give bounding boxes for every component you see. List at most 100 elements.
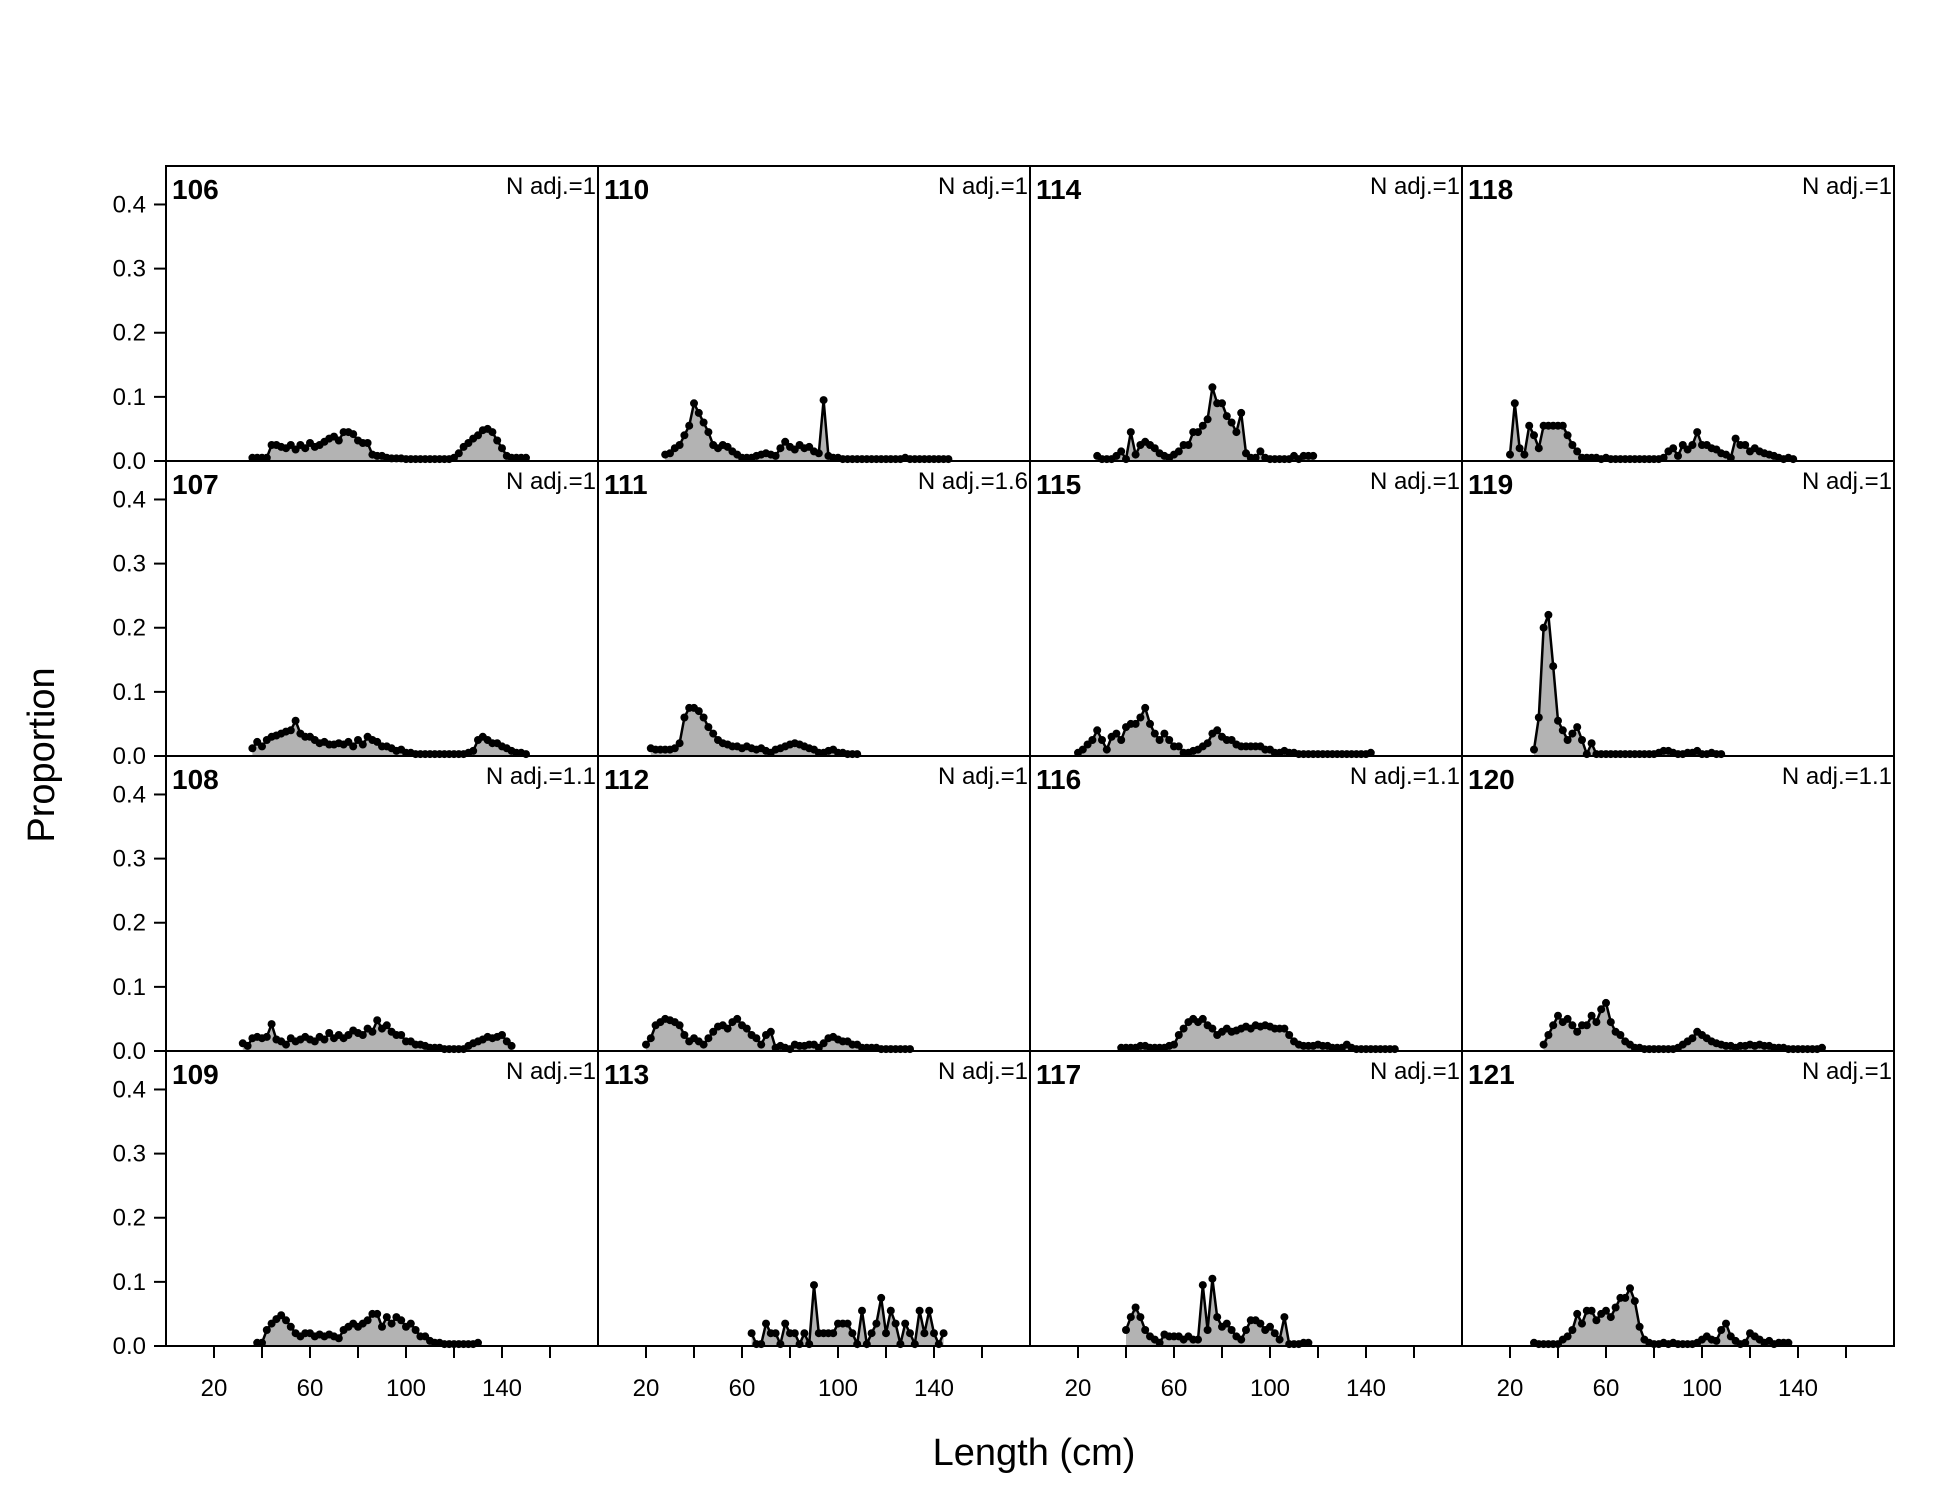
y-tick-label: 0.2 xyxy=(113,910,146,937)
data-point xyxy=(920,1329,929,1338)
panel-id-label: 109 xyxy=(172,1059,219,1090)
panel-frame xyxy=(1029,1050,1463,1347)
panel-frame xyxy=(1461,165,1895,462)
data-point xyxy=(1635,1322,1644,1331)
n-adj-label: N adj.=1.6 xyxy=(918,468,1028,495)
data-point xyxy=(1304,1338,1313,1347)
x-tick-label: 20 xyxy=(1065,1375,1092,1402)
panel-id-label: 119 xyxy=(1468,469,1513,500)
data-point xyxy=(1630,1297,1639,1306)
panel-114: 114 N adj.=1 xyxy=(1029,165,1463,464)
panel-116-area xyxy=(1121,1018,1395,1051)
data-point xyxy=(1530,431,1538,440)
data-point xyxy=(258,1338,266,1347)
data-point xyxy=(1266,1322,1274,1331)
data-point xyxy=(382,1313,391,1322)
data-point xyxy=(685,421,694,430)
data-point xyxy=(1174,1031,1183,1039)
data-point xyxy=(886,1306,895,1315)
y-tick-label: 0.4 xyxy=(113,191,146,218)
data-point xyxy=(882,1329,890,1338)
data-point xyxy=(1280,1024,1289,1033)
n-adj-label: N adj.=1 xyxy=(1802,468,1892,495)
data-point xyxy=(1573,447,1582,456)
data-point xyxy=(1256,447,1265,456)
data-point xyxy=(1597,1005,1606,1014)
panel-id-label: 107 xyxy=(172,469,219,500)
data-point xyxy=(1131,450,1140,459)
data-point xyxy=(320,1035,329,1044)
data-point xyxy=(939,1329,948,1338)
panel-119: 119 N adj.=1 xyxy=(1461,460,1895,759)
data-point xyxy=(498,444,506,453)
data-point xyxy=(867,1329,876,1338)
data-point xyxy=(1741,1338,1750,1347)
data-point xyxy=(248,744,257,753)
data-point xyxy=(349,430,358,439)
x-tick-label: 100 xyxy=(1682,1375,1722,1402)
panel-frame xyxy=(165,755,599,1052)
data-point xyxy=(915,1306,924,1315)
data-point xyxy=(1203,415,1212,424)
panel-115-area xyxy=(1078,707,1371,756)
data-point xyxy=(1534,444,1543,453)
data-point xyxy=(1122,1326,1130,1334)
data-point xyxy=(286,726,295,735)
n-adj-label: N adj.=1.1 xyxy=(486,763,596,790)
data-point xyxy=(1088,736,1097,744)
data-point xyxy=(1573,1309,1582,1318)
panel-106: 106 N adj.=1 xyxy=(165,165,599,464)
data-point xyxy=(493,436,502,445)
panel-id-label: 120 xyxy=(1468,764,1515,795)
data-point xyxy=(747,1329,756,1338)
data-point xyxy=(286,1322,295,1331)
y-tick-label: 0.3 xyxy=(113,1141,146,1168)
data-point xyxy=(930,1329,938,1338)
y-tick-label: 0.3 xyxy=(113,846,146,873)
data-point xyxy=(1539,1040,1548,1049)
data-point xyxy=(1563,1332,1572,1341)
panel-116: 116 N adj.=1.1 xyxy=(1029,755,1463,1054)
data-point xyxy=(1688,441,1697,449)
panel-id-label: 115 xyxy=(1036,469,1081,500)
data-point xyxy=(378,1322,386,1331)
data-point xyxy=(858,1306,866,1315)
panel-grid: 106 N adj.=1 107 N adj.=1 108 N adj.=1.1 109 N … xyxy=(165,165,1895,1349)
data-point xyxy=(1232,428,1241,437)
data-point xyxy=(507,1041,516,1050)
data-point xyxy=(1717,1326,1726,1334)
n-adj-label: N adj.=1 xyxy=(938,173,1028,200)
data-point xyxy=(1160,729,1169,738)
data-point xyxy=(1155,1338,1164,1347)
data-point xyxy=(1563,1014,1572,1023)
data-point xyxy=(1712,1336,1721,1345)
panel-107: 107 N adj.=1 xyxy=(165,460,599,759)
data-point xyxy=(1558,421,1567,430)
data-point xyxy=(1213,1313,1222,1322)
data-point xyxy=(790,1329,799,1338)
panel-id-label: 111 xyxy=(604,469,648,500)
data-point xyxy=(694,707,703,716)
data-point xyxy=(1146,719,1154,728)
data-point xyxy=(1203,1326,1212,1334)
x-axis: 20 60 100 140 20 60 100 140 20 60 100 140 20 60 100 140 xyxy=(201,1346,1847,1402)
data-point xyxy=(1256,1319,1265,1328)
data-point xyxy=(699,418,708,427)
data-point xyxy=(1568,441,1577,449)
data-point xyxy=(1587,1306,1596,1315)
data-point xyxy=(411,1326,420,1334)
data-point xyxy=(397,1316,406,1325)
data-point xyxy=(1602,1306,1610,1315)
data-point xyxy=(1213,726,1222,735)
data-point xyxy=(1611,1303,1620,1312)
panel-id-label: 108 xyxy=(172,764,219,795)
data-point xyxy=(358,740,367,749)
data-point xyxy=(1510,399,1519,408)
y-tick-label: 0.0 xyxy=(113,448,146,475)
x-axis-title: Length (cm) xyxy=(933,1432,1136,1474)
panel-120: 120 N adj.=1.1 xyxy=(1461,755,1895,1054)
n-adj-label: N adj.=1 xyxy=(506,173,596,200)
panel-frame xyxy=(165,460,599,757)
data-point xyxy=(1515,444,1524,453)
data-point xyxy=(1208,1024,1217,1033)
